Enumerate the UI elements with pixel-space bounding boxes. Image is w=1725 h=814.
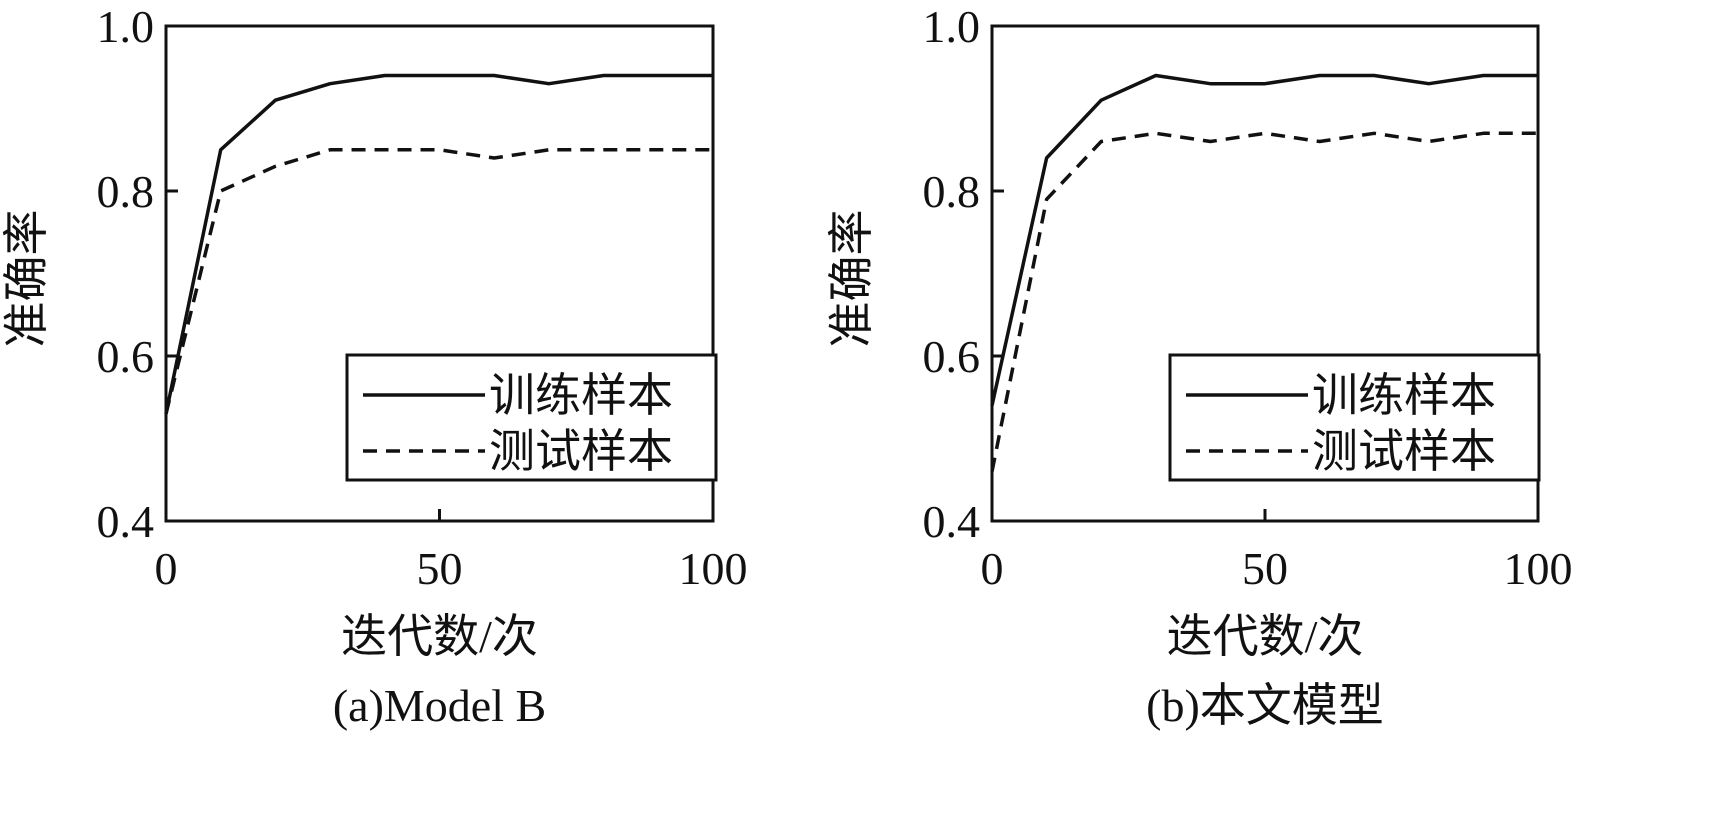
y-axis-label: 准确率 <box>826 210 877 348</box>
y-tick-label: 0.6 <box>97 331 155 382</box>
legend-box <box>345 353 718 482</box>
x-tick-label: 100 <box>679 543 748 594</box>
y-tick-label: 0.4 <box>97 496 155 547</box>
y-tick-label: 0.6 <box>923 331 981 382</box>
x-tick-label: 0 <box>981 543 1004 594</box>
chart-panel-0: 0.4 0.6 0.8 1.0 0 50 100 迭代数/次 准确率 (a)Model B 训练样本… <box>1 1 748 731</box>
legend-label: 测试样本 <box>489 426 673 477</box>
y-tick-label: 0.8 <box>97 166 155 217</box>
legend-label: 训练样本 <box>489 370 673 421</box>
series-line-test <box>990 131 1538 472</box>
x-axis-label: 迭代数/次 <box>341 611 538 662</box>
legend-label: 训练样本 <box>1312 370 1496 421</box>
y-tick-label: 0.8 <box>923 166 981 217</box>
series-line-train <box>164 73 713 415</box>
x-tick-label: 100 <box>1504 543 1573 594</box>
series-line-train <box>990 73 1538 406</box>
chart-caption: (a)Model B <box>333 680 546 731</box>
y-axis-label: 准确率 <box>1 210 52 348</box>
chart-panel-1: 0.4 0.6 0.8 1.0 0 50 100 迭代数/次 准确率 (b)本文模型 训练样本测试样… <box>826 1 1573 731</box>
legend-box <box>1168 353 1541 482</box>
x-tick-label: 50 <box>417 543 463 594</box>
legend-label: 测试样本 <box>1312 426 1496 477</box>
y-tick-label: 1.0 <box>97 1 155 52</box>
x-tick-label: 0 <box>155 543 178 594</box>
y-tick-label: 1.0 <box>923 1 981 52</box>
x-axis-label: 迭代数/次 <box>1167 611 1364 662</box>
x-tick-label: 50 <box>1242 543 1288 594</box>
chart-caption: (b)本文模型 <box>1146 680 1384 731</box>
y-tick-label: 0.4 <box>923 496 981 547</box>
